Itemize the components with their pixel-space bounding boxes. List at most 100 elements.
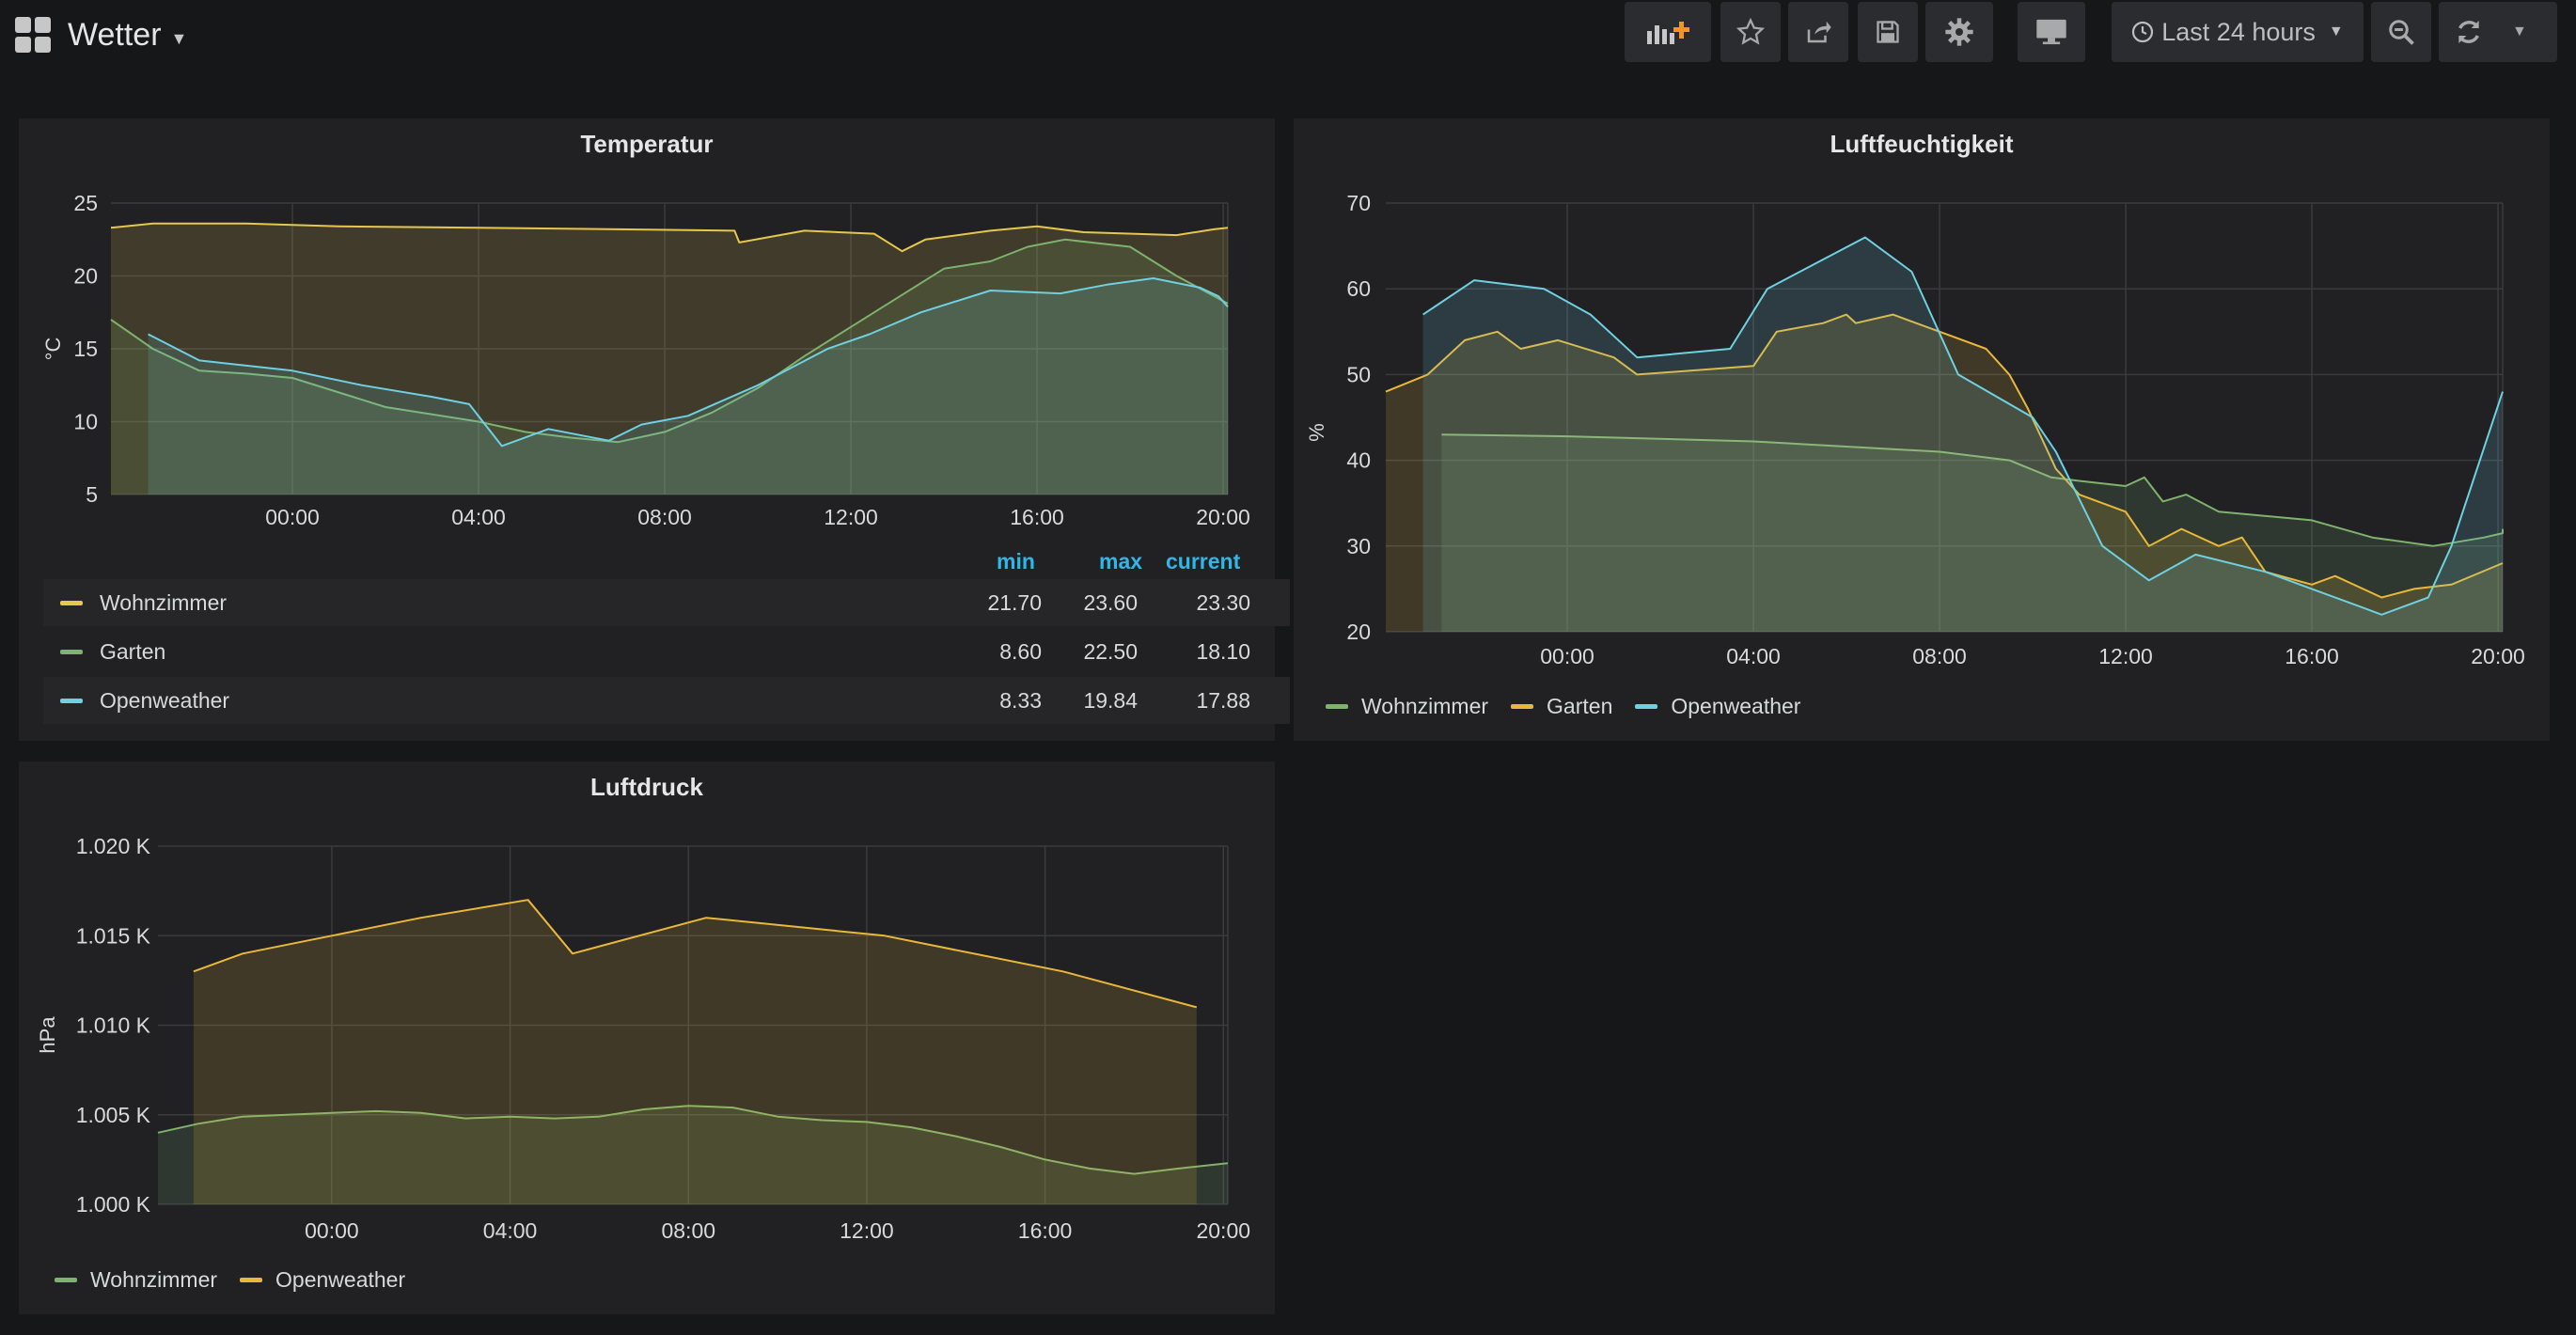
series-line-wohnzimmer[interactable] xyxy=(1441,433,2504,547)
legend-item[interactable]: Openweather xyxy=(1635,694,1800,719)
series-line-garten[interactable] xyxy=(1385,313,2504,599)
legend-series-name: Garten xyxy=(1547,694,1613,718)
legend-current-value: 23.30 xyxy=(1196,589,1250,615)
legend-max-value: 22.50 xyxy=(1083,638,1138,664)
legend-current-value: 18.10 xyxy=(1196,638,1250,664)
legend-current-value: 17.88 xyxy=(1196,687,1250,713)
x-tick-label: 12:00 xyxy=(2098,644,2153,668)
refresh-icon xyxy=(2458,21,2479,43)
legend-series-name[interactable]: Openweather xyxy=(100,687,230,713)
series-area-wohnzimmer xyxy=(158,1106,1228,1204)
panel-title[interactable]: Luftdruck xyxy=(590,773,703,801)
x-tick-label: 04:00 xyxy=(1726,644,1781,668)
x-tick-label: 08:00 xyxy=(637,505,692,529)
series-area-garten xyxy=(1386,314,2503,632)
save-button[interactable] xyxy=(1858,2,1918,62)
y-tick-label: 1.000 K xyxy=(76,1192,151,1217)
legend-swatch[interactable] xyxy=(60,650,83,654)
legend-min-value: 21.70 xyxy=(987,589,1042,615)
x-tick-label: 00:00 xyxy=(1540,644,1594,668)
legend-swatch[interactable] xyxy=(60,699,83,703)
save-icon xyxy=(1877,21,1899,43)
top-navbar: Wetter ▼ Last 24 hours ▼ ▼ xyxy=(0,0,2576,75)
legend-swatch xyxy=(1635,704,1658,709)
y-tick-label: 20 xyxy=(73,264,98,289)
y-tick-label: 1.005 K xyxy=(76,1103,151,1127)
y-tick-label: 20 xyxy=(1346,620,1371,644)
zoom-out-icon xyxy=(2389,20,2414,45)
panel-title[interactable]: Luftfeuchtigkeit xyxy=(1830,130,2014,158)
share-icon xyxy=(1807,21,1831,43)
x-tick-label: 04:00 xyxy=(483,1218,538,1243)
view-mode-button[interactable] xyxy=(2018,2,2085,62)
time-range-picker[interactable]: Last 24 hours ▼ xyxy=(2112,2,2364,62)
share-button[interactable] xyxy=(1788,2,1848,62)
x-tick-label: 04:00 xyxy=(451,505,506,529)
series-line-wohnzimmer[interactable] xyxy=(110,222,1229,253)
x-tick-label: 20:00 xyxy=(1196,1218,1250,1243)
panel-luftfeuchtigkeit: Luftfeuchtigkeit 70 60 50 40 30 20 00:00 04:00 0… xyxy=(1294,118,2550,741)
series-line-garten[interactable] xyxy=(110,238,1229,444)
legend-series-name: Wohnzimmer xyxy=(1361,694,1489,718)
chart-legend: Wohnzimmer Openweather xyxy=(55,1267,428,1293)
y-tick-label: 5 xyxy=(86,482,98,507)
legend-max-value: 23.60 xyxy=(1083,589,1138,615)
star-icon xyxy=(1736,18,1765,45)
add-panel-icon xyxy=(1647,22,1689,44)
panel-title[interactable]: Temperatur xyxy=(580,130,714,158)
humidity-chart[interactable]: 70 60 50 40 30 20 00:00 04:00 08:00 12:00 16:00 20:… xyxy=(1294,118,2550,673)
y-tick-label: 30 xyxy=(1346,534,1371,558)
dashboard-title[interactable]: Wetter xyxy=(68,16,162,53)
panel-temperatur: Temperatur 25 20 15 10 5 00:00 04:00 08:00 12:00… xyxy=(19,118,1290,741)
legend-swatch xyxy=(1511,704,1534,709)
series-line-openweather[interactable] xyxy=(193,899,1198,1009)
pressure-chart[interactable]: 1.020 K 1.015 K 1.010 K 1.005 K 1.000 K 00:00… xyxy=(19,762,1275,1250)
legend-max-value: 19.84 xyxy=(1083,687,1138,713)
legend-col-current[interactable]: current xyxy=(1166,549,1241,573)
legend-series-name[interactable]: Wohnzimmer xyxy=(100,589,228,615)
add-panel-button[interactable] xyxy=(1625,2,1711,62)
time-range-label: Last 24 hours xyxy=(2161,17,2316,46)
series-area-wohnzimmer xyxy=(111,223,1228,495)
refresh-button[interactable]: ▼ xyxy=(2439,2,2557,62)
legend-table: min max current Wohnzimmer 21.70 23.60 23.3… xyxy=(43,549,1290,737)
x-tick-label: 16:00 xyxy=(1018,1218,1073,1243)
y-tick-label: 60 xyxy=(1346,276,1371,301)
x-tick-label: 12:00 xyxy=(824,505,878,529)
y-tick-label: 25 xyxy=(73,191,98,215)
legend-row[interactable]: Garten 8.60 22.50 18.10 xyxy=(43,628,1290,675)
legend-swatch xyxy=(1326,704,1348,709)
legend-row[interactable]: Wohnzimmer 21.70 23.60 23.30 xyxy=(43,579,1290,626)
y-axis-label: % xyxy=(1305,423,1328,442)
legend-col-min[interactable]: min xyxy=(997,549,1035,573)
y-tick-label: 50 xyxy=(1346,362,1371,386)
series-area-wohnzimmer xyxy=(1441,434,2503,632)
legend-item[interactable]: Openweather xyxy=(240,1267,405,1293)
settings-button[interactable] xyxy=(1925,2,1993,62)
legend-min-value: 8.33 xyxy=(999,687,1042,713)
legend-item[interactable]: Wohnzimmer xyxy=(55,1267,217,1293)
zoom-out-button[interactable] xyxy=(2371,2,2431,62)
legend-series-name[interactable]: Garten xyxy=(100,638,166,664)
y-axis-label: °C xyxy=(41,338,65,361)
legend-item[interactable]: Garten xyxy=(1511,694,1612,719)
star-button[interactable] xyxy=(1720,2,1781,62)
series-line-openweather[interactable] xyxy=(1422,236,2504,616)
series-line-wohnzimmer[interactable] xyxy=(157,1105,1229,1175)
legend-col-max[interactable]: max xyxy=(1099,549,1143,573)
legend-series-name: Wohnzimmer xyxy=(90,1267,218,1292)
legend-series-name: Openweather xyxy=(275,1267,406,1292)
y-tick-label: 40 xyxy=(1346,448,1371,473)
clock-icon xyxy=(2132,21,2154,43)
series-area-openweather xyxy=(148,278,1229,495)
x-tick-label: 00:00 xyxy=(265,505,320,529)
series-line-openweather[interactable] xyxy=(148,277,1229,448)
x-tick-label: 20:00 xyxy=(1196,505,1250,529)
dashboard-picker[interactable]: Wetter ▼ xyxy=(15,11,187,58)
y-axis-label: hPa xyxy=(36,1016,59,1054)
legend-item[interactable]: Wohnzimmer xyxy=(1326,694,1488,719)
legend-row[interactable]: Openweather 8.33 19.84 17.88 xyxy=(43,677,1290,724)
refresh-interval-chevron-icon[interactable]: ▼ xyxy=(2512,24,2527,39)
legend-swatch[interactable] xyxy=(60,601,83,605)
temperature-chart[interactable]: 25 20 15 10 5 00:00 04:00 08:00 12:00 16:00 20:00 °… xyxy=(19,118,1275,532)
